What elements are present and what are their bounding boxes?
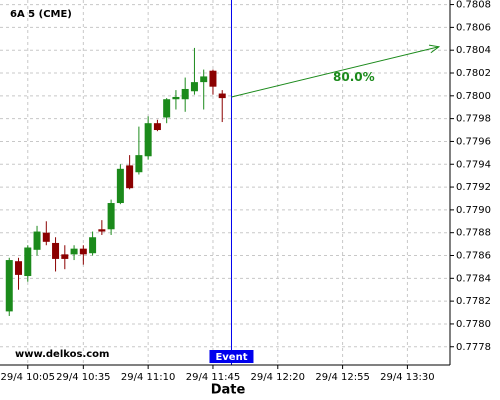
x-axis-label: Date [211, 383, 246, 398]
candle-body [172, 96, 180, 100]
y-tick-label: 0.7784 [456, 273, 491, 284]
candle-body [126, 165, 134, 189]
candle-body [52, 242, 60, 259]
x-tick-label: 29/4 12:20 [251, 372, 305, 383]
y-tick-label: 0.7808 [456, 0, 491, 11]
y-tick-label: 0.7802 [456, 68, 491, 79]
candle-body [61, 254, 69, 259]
candle-body [153, 123, 161, 131]
candle-body [200, 76, 208, 83]
y-tick-label: 0.7794 [456, 159, 491, 170]
y-tick-label: 0.7798 [456, 114, 491, 125]
candle-body [15, 261, 23, 275]
projection-arrow [231, 46, 440, 98]
chart-title: 6A 5 (CME) [10, 9, 72, 20]
x-tick-label: 29/4 13:30 [380, 372, 434, 383]
event-label: Event [215, 352, 247, 363]
y-tick-label: 0.7806 [456, 22, 491, 33]
grid [0, 0, 450, 365]
candle-body [218, 93, 226, 99]
y-tick-label: 0.7796 [456, 136, 491, 147]
candle-body [107, 203, 115, 230]
y-tick-label: 0.7788 [456, 228, 491, 239]
x-tick-label: 29/4 10:05 [1, 372, 55, 383]
candle-body [5, 260, 13, 312]
candle-body [24, 247, 32, 277]
y-tick-label: 0.7790 [456, 205, 491, 216]
candle-body [98, 229, 106, 232]
x-tick-label: 29/4 10:35 [56, 372, 110, 383]
x-tick-label: 29/4 11:10 [121, 372, 175, 383]
x-tick-label: 29/4 12:55 [315, 372, 369, 383]
candle-body [135, 155, 143, 173]
x-tick-label: 29/4 11:45 [186, 372, 240, 383]
y-tick-label: 0.7804 [456, 45, 491, 56]
y-tick-label: 0.7782 [456, 296, 491, 307]
watermark: www.delkos.com [15, 349, 109, 360]
y-tick-label: 0.7800 [456, 91, 491, 102]
projection-label: 80.0% [333, 70, 375, 84]
candle-body [181, 88, 189, 100]
candle-body [33, 231, 41, 250]
plot-area [0, 0, 450, 365]
y-tick-label: 0.7780 [456, 319, 491, 330]
marks [5, 0, 441, 365]
y-tick-label: 0.7792 [456, 182, 491, 193]
candle-body [190, 82, 198, 92]
candle-body [79, 248, 87, 255]
arrow-head [428, 44, 441, 54]
candle-body [116, 168, 124, 204]
event-label-box [209, 350, 254, 363]
candle-body [209, 70, 217, 87]
candle-body [70, 248, 78, 255]
candle-body [144, 123, 152, 157]
candle-body [42, 232, 50, 242]
candle-body [89, 237, 97, 254]
candle-body [163, 99, 171, 118]
y-tick-label: 0.7778 [456, 342, 491, 353]
y-tick-label: 0.7786 [456, 251, 491, 262]
